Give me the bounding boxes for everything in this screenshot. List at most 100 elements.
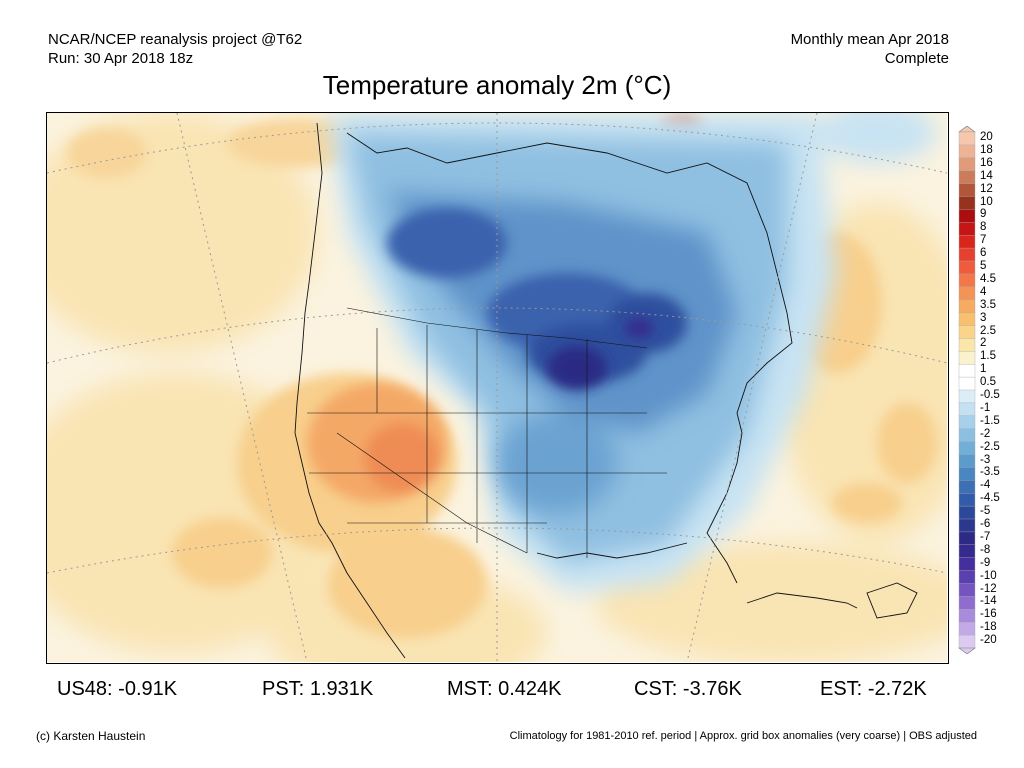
colorbar-label: 1.5	[980, 350, 996, 363]
colorbar-label: -2	[980, 427, 991, 440]
political-borders	[307, 307, 667, 558]
colorbar-swatch	[958, 493, 976, 507]
colorbar-label: 1	[980, 363, 987, 376]
footer-credit: (c) Karsten Haustein	[36, 729, 146, 743]
project-label: NCAR/NCEP reanalysis project @T62	[48, 31, 303, 48]
colorbar-label: 3	[980, 311, 987, 324]
colorbar-label: -1.5	[980, 414, 1000, 427]
colorbar-swatches	[958, 126, 976, 654]
colorbar-label: 8	[980, 221, 987, 234]
colorbar-label: -18	[980, 621, 997, 634]
colorbar-label: 6	[980, 247, 987, 260]
colorbar-swatch	[958, 376, 976, 391]
colorbar-swatch	[958, 144, 976, 159]
colorbar-swatch	[958, 505, 976, 520]
colorbar-swatch	[958, 325, 976, 339]
colorbar-swatch	[958, 480, 976, 494]
colorbar-swatch	[958, 441, 976, 456]
colorbar-label: 20	[980, 131, 993, 143]
extreme-cold-core	[547, 318, 653, 390]
colorbar-swatch	[958, 170, 976, 185]
colorbar-swatch	[958, 389, 976, 404]
stat-pst: PST: 1.931K	[262, 678, 374, 700]
stat-est: EST: -2.72K	[820, 678, 927, 700]
colorbar-label: 9	[980, 208, 987, 221]
colorbar-label: -3.5	[980, 466, 1000, 479]
colorbar-label: 18	[980, 143, 993, 156]
colorbar-label: -5	[980, 505, 991, 518]
colorbar-swatch	[958, 402, 976, 417]
colorbar-swatch	[958, 531, 976, 546]
colorbar-label: -9	[980, 556, 991, 569]
colorbar-swatch	[958, 634, 976, 649]
footer-note: Climatology for 1981-2010 ref. period | …	[509, 730, 977, 742]
colorbar-swatch	[958, 131, 976, 146]
colorbar-label: 12	[980, 182, 993, 195]
colorbar-label: 2	[980, 337, 987, 350]
period-label: Monthly mean Apr 2018	[790, 31, 949, 48]
colorbar: 20 18 16 14 12 10 9 8 7 6 5 4.5 4 3.5 3 2.5 2 1.5 1 0.5 -0.5…	[958, 126, 1018, 654]
colorbar-label: -10	[980, 569, 997, 582]
stat-cst: CST: -3.76K	[634, 678, 742, 700]
colorbar-swatch	[958, 622, 976, 636]
colorbar-swatch	[958, 273, 976, 288]
colorbar-label: -8	[980, 543, 991, 556]
colorbar-swatch	[958, 299, 976, 314]
colorbar-label: -1	[980, 401, 991, 414]
anomaly-map	[47, 113, 947, 662]
stat-mst: MST: 0.424K	[447, 678, 562, 700]
stat-us48: US48: -0.91K	[57, 678, 178, 700]
colorbar-label: 2.5	[980, 324, 996, 337]
colorbar-label: -14	[980, 595, 997, 608]
colorbar-top-arrow	[958, 126, 976, 133]
run-label: Run: 30 Apr 2018 18z	[48, 50, 194, 67]
colorbar-label: -12	[980, 582, 997, 595]
map-panel	[46, 112, 949, 664]
colorbar-label: 3.5	[980, 298, 996, 311]
colorbar-swatch	[958, 196, 976, 210]
colorbar-swatch	[958, 351, 976, 365]
map-title: Temperature anomaly 2m (°C)	[322, 70, 672, 100]
header-left: NCAR/NCEP reanalysis project @T62 Run: 3…	[48, 30, 302, 68]
colorbar-swatch	[958, 544, 976, 559]
colorbar-label: -4.5	[980, 492, 1000, 505]
region-stats: US48: -0.91K PST: 1.931K MST: 0.424K CST…	[0, 678, 1024, 708]
colorbar-label: 7	[980, 234, 987, 247]
colorbar-swatch	[958, 583, 976, 597]
header-right: Monthly mean Apr 2018 Complete	[791, 30, 949, 68]
colorbar-swatch	[958, 157, 976, 172]
colorbar-swatch	[958, 183, 976, 197]
colorbar-swatch	[958, 222, 976, 236]
colorbar-swatch	[958, 312, 976, 327]
colorbar-swatch	[958, 428, 976, 443]
colorbar-swatch	[958, 338, 976, 352]
colorbar-swatch	[958, 570, 976, 585]
colorbar-swatch	[958, 467, 976, 481]
colorbar-label: -3	[980, 453, 991, 466]
status-label: Complete	[884, 50, 949, 67]
colorbar-label: 14	[980, 169, 993, 182]
colorbar-swatch	[958, 209, 976, 223]
colorbar-label: 10	[980, 195, 993, 208]
colorbar-swatch	[958, 518, 976, 533]
colorbar-swatch	[958, 286, 976, 301]
colorbar-bottom-arrow	[958, 647, 976, 654]
colorbar-swatch	[958, 454, 976, 468]
colorbar-swatch	[958, 596, 976, 610]
colorbar-label: -0.5	[980, 389, 1000, 401]
colorbar-label: 4.5	[980, 272, 996, 285]
colorbar-swatch	[958, 363, 976, 378]
colorbar-label: -6	[980, 518, 991, 530]
colorbar-label: -7	[980, 530, 991, 543]
colorbar-label: -2.5	[980, 440, 1000, 453]
colorbar-label: -4	[980, 479, 991, 492]
colorbar-label: 4	[980, 285, 987, 298]
colorbar-swatch	[958, 557, 976, 572]
colorbar-label: 16	[980, 156, 993, 169]
colorbar-swatch	[958, 247, 976, 262]
colorbar-swatch	[958, 260, 976, 275]
colorbar-swatch	[958, 234, 976, 249]
colorbar-label: -20	[980, 634, 997, 647]
graticule	[47, 113, 947, 662]
colorbar-swatch	[958, 609, 976, 623]
